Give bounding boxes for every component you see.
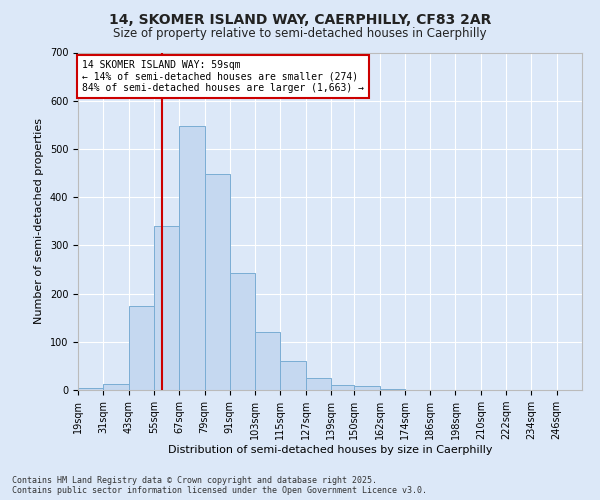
Text: 14, SKOMER ISLAND WAY, CAERPHILLY, CF83 2AR: 14, SKOMER ISLAND WAY, CAERPHILLY, CF83 …	[109, 12, 491, 26]
Bar	[128, 306, 154, 390]
Bar	[306, 378, 331, 390]
Bar	[230, 273, 255, 390]
Bar	[380, 388, 405, 390]
Bar	[154, 226, 179, 390]
Bar	[179, 126, 205, 390]
Text: Size of property relative to semi-detached houses in Caerphilly: Size of property relative to semi-detach…	[113, 28, 487, 40]
Bar	[255, 332, 280, 390]
Y-axis label: Number of semi-detached properties: Number of semi-detached properties	[34, 118, 44, 324]
X-axis label: Distribution of semi-detached houses by size in Caerphilly: Distribution of semi-detached houses by …	[168, 445, 492, 455]
Bar	[354, 386, 380, 390]
Bar	[331, 385, 354, 390]
Text: Contains HM Land Registry data © Crown copyright and database right 2025.
Contai: Contains HM Land Registry data © Crown c…	[12, 476, 427, 495]
Bar	[280, 361, 306, 390]
Bar	[78, 388, 103, 390]
Bar	[205, 174, 230, 390]
Bar	[103, 384, 128, 390]
Text: 14 SKOMER ISLAND WAY: 59sqm
← 14% of semi-detached houses are smaller (274)
84% : 14 SKOMER ISLAND WAY: 59sqm ← 14% of sem…	[82, 60, 364, 93]
